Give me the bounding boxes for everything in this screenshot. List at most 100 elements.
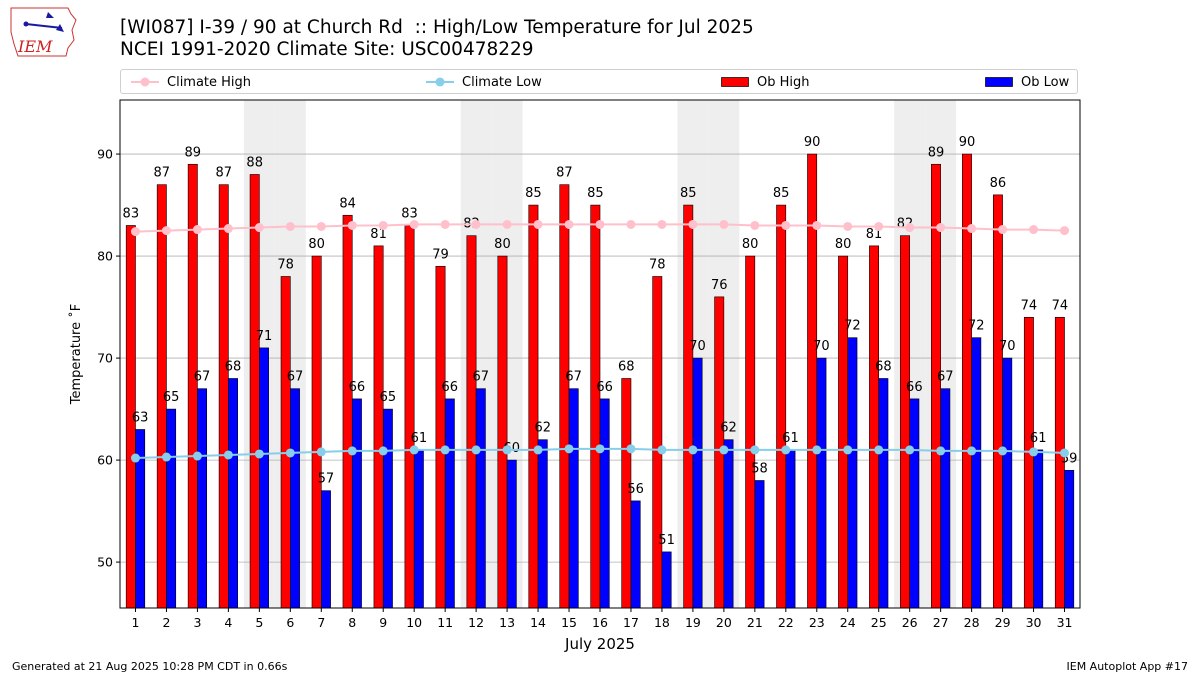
ob-low-label: 56 bbox=[627, 482, 644, 497]
ob-high-bar bbox=[559, 184, 570, 609]
x-tick-label: 15 bbox=[561, 615, 577, 630]
ob-low-bar bbox=[692, 357, 703, 609]
ob-low-bar bbox=[878, 378, 889, 609]
x-tick-label: 18 bbox=[654, 615, 670, 630]
ob-low-bar bbox=[444, 398, 455, 609]
ob-high-label: 80 bbox=[742, 237, 759, 252]
ob-high-label: 76 bbox=[711, 278, 728, 293]
ob-low-bar bbox=[847, 337, 858, 609]
legend-label-ob-low: Ob Low bbox=[1021, 74, 1070, 90]
climate-low-point bbox=[688, 445, 698, 455]
climate-low-point bbox=[378, 446, 388, 456]
climate-low-point bbox=[285, 448, 295, 458]
climate-low-point bbox=[998, 446, 1008, 456]
climate-high-point bbox=[285, 221, 295, 231]
ob-low-label: 67 bbox=[565, 370, 582, 385]
climate-high-point bbox=[688, 219, 698, 229]
ob-high-label: 81 bbox=[370, 227, 387, 242]
ob-low-label: 70 bbox=[999, 339, 1016, 354]
climate-high-point bbox=[130, 227, 140, 237]
ob-high-label: 86 bbox=[990, 176, 1007, 191]
ob-high-bar bbox=[590, 204, 601, 609]
climate-low-point bbox=[161, 452, 171, 462]
climate-low-point bbox=[781, 445, 791, 455]
plot-frame bbox=[119, 99, 1081, 609]
legend-label-climate-high: Climate High bbox=[167, 74, 252, 90]
ob-low-bar bbox=[290, 388, 300, 609]
climate-high-point bbox=[626, 219, 636, 229]
climate-low-point bbox=[440, 445, 450, 455]
ob-low-label: 68 bbox=[875, 359, 892, 374]
climate-high-point bbox=[781, 220, 791, 230]
ob-low-bar bbox=[909, 398, 920, 609]
ob-high-label: 89 bbox=[928, 145, 945, 160]
ob-low-label: 66 bbox=[349, 380, 366, 395]
y-axis-label: Temperature ˚F bbox=[68, 304, 84, 405]
climate-high-point bbox=[471, 219, 481, 229]
y-tick-label: 80 bbox=[97, 249, 113, 264]
ob-low-label: 63 bbox=[132, 410, 149, 425]
ob-low-bar bbox=[413, 449, 424, 609]
climate-high-point bbox=[874, 221, 884, 231]
x-tick-label: 19 bbox=[685, 615, 701, 630]
climate-high-point bbox=[843, 221, 853, 231]
climate-high-point bbox=[254, 223, 264, 233]
ob-high-label: 87 bbox=[154, 166, 171, 181]
legend-item-climate-low: Climate Low bbox=[426, 73, 542, 91]
x-tick-label: 22 bbox=[778, 615, 794, 630]
ob-high-bar bbox=[435, 265, 446, 609]
ob-high-label: 74 bbox=[1052, 298, 1069, 313]
x-tick-label: 20 bbox=[716, 615, 732, 630]
climate-high-point bbox=[905, 223, 915, 233]
x-tick-label: 9 bbox=[379, 615, 387, 630]
legend-item-ob-high: Ob High bbox=[721, 73, 810, 91]
ob-low-bar bbox=[599, 398, 610, 609]
climate-low-point bbox=[595, 444, 605, 454]
chart-subtitle: NCEI 1991-2020 Climate Site: USC00478229 bbox=[120, 39, 534, 60]
ob-low-bar bbox=[1002, 357, 1013, 609]
generated-timestamp: Generated at 21 Aug 2025 10:28 PM CDT in… bbox=[12, 660, 288, 673]
ob-low-bar bbox=[1064, 469, 1075, 609]
x-tick-label: 30 bbox=[1026, 615, 1042, 630]
ob-high-label: 80 bbox=[835, 237, 852, 252]
ob-low-label: 66 bbox=[596, 380, 613, 395]
ob-low-label: 72 bbox=[844, 319, 861, 334]
x-tick-label: 1 bbox=[132, 615, 140, 630]
climate-high-point bbox=[316, 221, 326, 231]
ob-high-bar bbox=[311, 255, 322, 609]
climate-low-point bbox=[812, 445, 822, 455]
ob-low-bar bbox=[537, 439, 548, 609]
ob-low-bar bbox=[351, 398, 362, 609]
climate-high-point bbox=[750, 220, 760, 230]
climate-low-point bbox=[409, 445, 419, 455]
ob-low-label: 62 bbox=[534, 421, 551, 436]
ob-low-bar bbox=[785, 449, 796, 609]
x-axis-label: July 2025 bbox=[564, 635, 635, 653]
y-tick-label: 90 bbox=[97, 147, 113, 162]
x-tick-label: 11 bbox=[437, 615, 453, 630]
ob-high-bar bbox=[869, 245, 880, 609]
ob-low-label: 51 bbox=[658, 533, 675, 548]
x-tick-label: 10 bbox=[406, 615, 422, 630]
climate-low-point bbox=[223, 450, 233, 460]
ob-low-bar bbox=[259, 347, 269, 609]
ob-low-label: 66 bbox=[906, 380, 923, 395]
ob-low-label: 57 bbox=[318, 472, 335, 487]
ob-high-label: 68 bbox=[618, 359, 635, 374]
ob-low-label: 66 bbox=[442, 380, 459, 395]
climate-low-point bbox=[130, 453, 140, 463]
ob-high-label: 90 bbox=[959, 135, 976, 150]
climate-high-point bbox=[378, 220, 388, 230]
ob-low-label: 71 bbox=[256, 329, 273, 344]
ob-low-bar bbox=[320, 490, 331, 609]
ob-low-bar bbox=[506, 459, 517, 609]
ob-high-bar bbox=[962, 153, 972, 609]
ob-low-label: 70 bbox=[689, 339, 706, 354]
ob-high-label: 78 bbox=[277, 257, 294, 272]
chart-legend: Climate High Climate Low Ob High Ob Low bbox=[120, 69, 1078, 94]
x-tick-label: 29 bbox=[995, 615, 1011, 630]
ob-low-label: 61 bbox=[411, 431, 428, 446]
iem-logo: IEM bbox=[10, 7, 77, 57]
ob-high-label: 78 bbox=[649, 257, 666, 272]
